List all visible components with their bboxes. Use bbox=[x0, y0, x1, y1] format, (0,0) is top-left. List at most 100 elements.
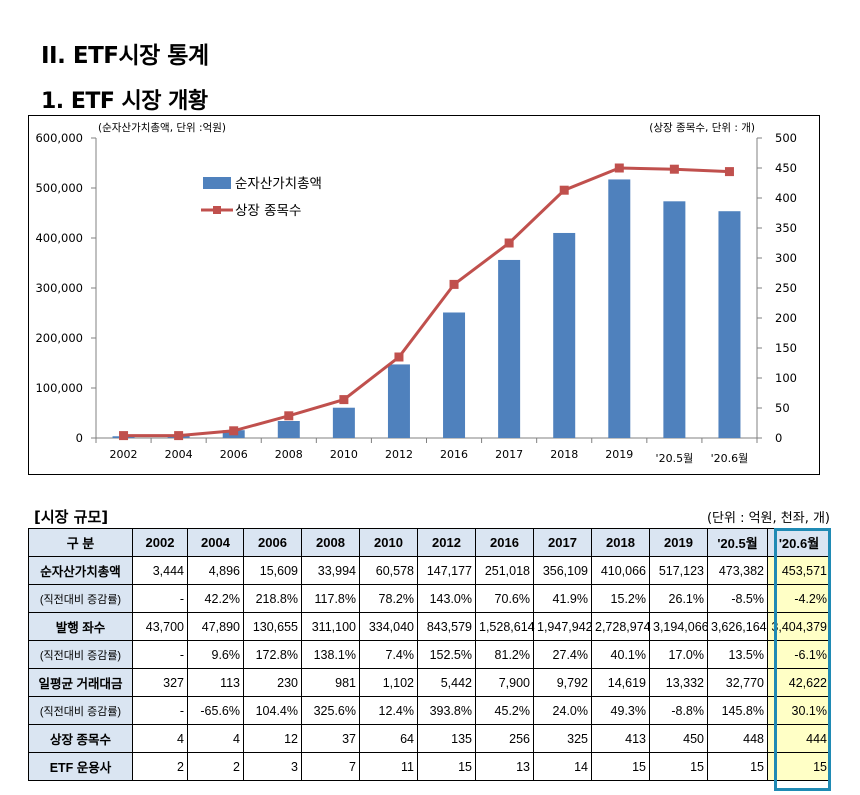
line-point bbox=[119, 431, 129, 441]
table-cell: 135 bbox=[417, 724, 476, 753]
header-period: 2012 bbox=[417, 528, 476, 557]
table-cell: 117.8% bbox=[301, 584, 360, 613]
table-row: ETF 운용사 2 2 3 7 11 15 13 14 15 15 15 15 bbox=[28, 752, 831, 781]
table-cell: 15 bbox=[707, 752, 768, 781]
legend-line-marker bbox=[213, 206, 221, 214]
left-tick-label: 0 bbox=[76, 431, 83, 445]
bar bbox=[498, 259, 521, 438]
table-cell: 26.1% bbox=[649, 584, 708, 613]
table-header-row: 구 분 2002 2004 2006 2008 2010 2012 2016 2017 2018 2… bbox=[28, 528, 831, 557]
table-cell: 81.2% bbox=[475, 640, 534, 669]
x-tick-label: 2018 bbox=[550, 448, 578, 461]
table-cell: 843,579 bbox=[417, 612, 476, 641]
row-label: (직전대비 증감률) bbox=[28, 640, 133, 669]
table-cell: 5,442 bbox=[417, 668, 476, 697]
x-tick-label: 2006 bbox=[220, 448, 248, 461]
table-row: (직전대비 증감률) -42.2% 218.8% 117.8% 78.2% 143.0% 7… bbox=[28, 584, 831, 613]
row-label: ETF 운용사 bbox=[28, 752, 133, 781]
table-cell: 42.2% bbox=[187, 584, 244, 613]
table-cell: 64 bbox=[359, 724, 418, 753]
table-cell: 450 bbox=[649, 724, 708, 753]
line-point bbox=[339, 395, 349, 405]
header-period: 2017 bbox=[533, 528, 592, 557]
table-row: 일평균 거래대금 327 113 230 981 1,102 5,442 7,900 9,792… bbox=[28, 668, 831, 697]
table-cell: 147,177 bbox=[417, 556, 476, 585]
right-axis-note: (상장 종목수, 단위 : 개) bbox=[649, 121, 755, 134]
table-cell: 27.4% bbox=[533, 640, 592, 669]
table-cell: -4.2% bbox=[767, 584, 831, 613]
right-tick-label: 150 bbox=[775, 341, 797, 355]
table-cell: 104.4% bbox=[243, 696, 302, 725]
table-cell: 24.0% bbox=[533, 696, 592, 725]
table-cell: 356,109 bbox=[533, 556, 592, 585]
row-label: (직전대비 증감률) bbox=[28, 584, 133, 613]
left-tick-label: 100,000 bbox=[35, 381, 83, 395]
table-cell: 3 bbox=[243, 752, 302, 781]
bar bbox=[553, 232, 576, 438]
table-cell: 45.2% bbox=[475, 696, 534, 725]
section-heading: 1. ETF 시장 개황 bbox=[41, 89, 208, 114]
table-cell: 13,332 bbox=[649, 668, 708, 697]
right-tick-label: 100 bbox=[775, 371, 797, 385]
table-cell: 9.6% bbox=[187, 640, 244, 669]
table-cell: 1,947,942 bbox=[533, 612, 593, 641]
table-cell: 7,900 bbox=[475, 668, 534, 697]
chart-svg: 0 100,000 200,000 300,000 400,000 500,000 600,… bbox=[35, 121, 797, 465]
market-size-table: 구 분 2002 2004 2006 2008 2010 2012 2016 2017 2018 2… bbox=[28, 528, 831, 781]
table-cell: 7 bbox=[301, 752, 360, 781]
table-cell: 14 bbox=[533, 752, 592, 781]
table-cell: 981 bbox=[301, 668, 360, 697]
table-cell: 143.0% bbox=[417, 584, 476, 613]
table-cell: 78.2% bbox=[359, 584, 418, 613]
table-cell: 15 bbox=[649, 752, 708, 781]
table-cell: 3,626,164 bbox=[707, 612, 768, 641]
row-label: 일평균 거래대금 bbox=[28, 668, 133, 697]
table-cell: 172.8% bbox=[243, 640, 302, 669]
right-tick-label: 450 bbox=[775, 161, 797, 175]
table-cell: 251,018 bbox=[475, 556, 534, 585]
x-tick-label: 2017 bbox=[495, 448, 523, 461]
x-tick-label: 2016 bbox=[440, 448, 468, 461]
table-cell: - bbox=[132, 640, 188, 669]
table-cell: 325.6% bbox=[301, 696, 360, 725]
right-tick-label: 350 bbox=[775, 221, 797, 235]
table-row: (직전대비 증감률) - -65.6% 104.4% 325.6% 12.4% 393.8%… bbox=[28, 696, 831, 725]
table-cell: 2 bbox=[187, 752, 244, 781]
right-tick-label: 200 bbox=[775, 311, 797, 325]
line-point bbox=[174, 431, 184, 441]
table-cell: 4 bbox=[187, 724, 244, 753]
table-cell: 15,609 bbox=[243, 556, 302, 585]
table-cell: 410,066 bbox=[591, 556, 650, 585]
table-row: 상장 종목수 4 4 12 37 64 135 256 325 413 450 448 444 bbox=[28, 724, 831, 753]
right-tick-label: 500 bbox=[775, 131, 797, 145]
line-point bbox=[284, 411, 294, 421]
table-cell: 3,444 bbox=[132, 556, 188, 585]
table-cell: 17.0% bbox=[649, 640, 708, 669]
left-tick-label: 500,000 bbox=[35, 181, 83, 195]
bar bbox=[608, 179, 631, 438]
line-point bbox=[724, 167, 734, 177]
x-tick-label: '20.6월 bbox=[711, 452, 749, 465]
left-axis-note: (순자산가치총액, 단위 :억원) bbox=[98, 121, 226, 134]
bar bbox=[443, 312, 466, 438]
table-cell: 325 bbox=[533, 724, 592, 753]
row-label: 발행 좌수 bbox=[28, 612, 133, 641]
table-cell: 327 bbox=[132, 668, 188, 697]
table-cell: 413 bbox=[591, 724, 650, 753]
legend-bar-label: 순자산가치총액 bbox=[235, 176, 322, 192]
x-tick-label: 2019 bbox=[605, 448, 633, 461]
table-cell: 32,770 bbox=[707, 668, 768, 697]
table-cell: 13 bbox=[475, 752, 534, 781]
table-cell: 113 bbox=[187, 668, 244, 697]
x-tick-label: 2002 bbox=[110, 448, 138, 461]
line-point bbox=[449, 279, 459, 289]
table-cell: - bbox=[132, 696, 188, 725]
line-point bbox=[559, 185, 569, 195]
table-cell: -6.1% bbox=[767, 640, 831, 669]
x-tick-label: '20.5월 bbox=[656, 452, 694, 465]
left-tick-label: 600,000 bbox=[35, 131, 83, 145]
table-title: [시장 규모] bbox=[34, 508, 109, 526]
header-period: 2004 bbox=[187, 528, 244, 557]
table-cell: 3,404,379 bbox=[767, 612, 831, 641]
bar bbox=[718, 211, 741, 438]
